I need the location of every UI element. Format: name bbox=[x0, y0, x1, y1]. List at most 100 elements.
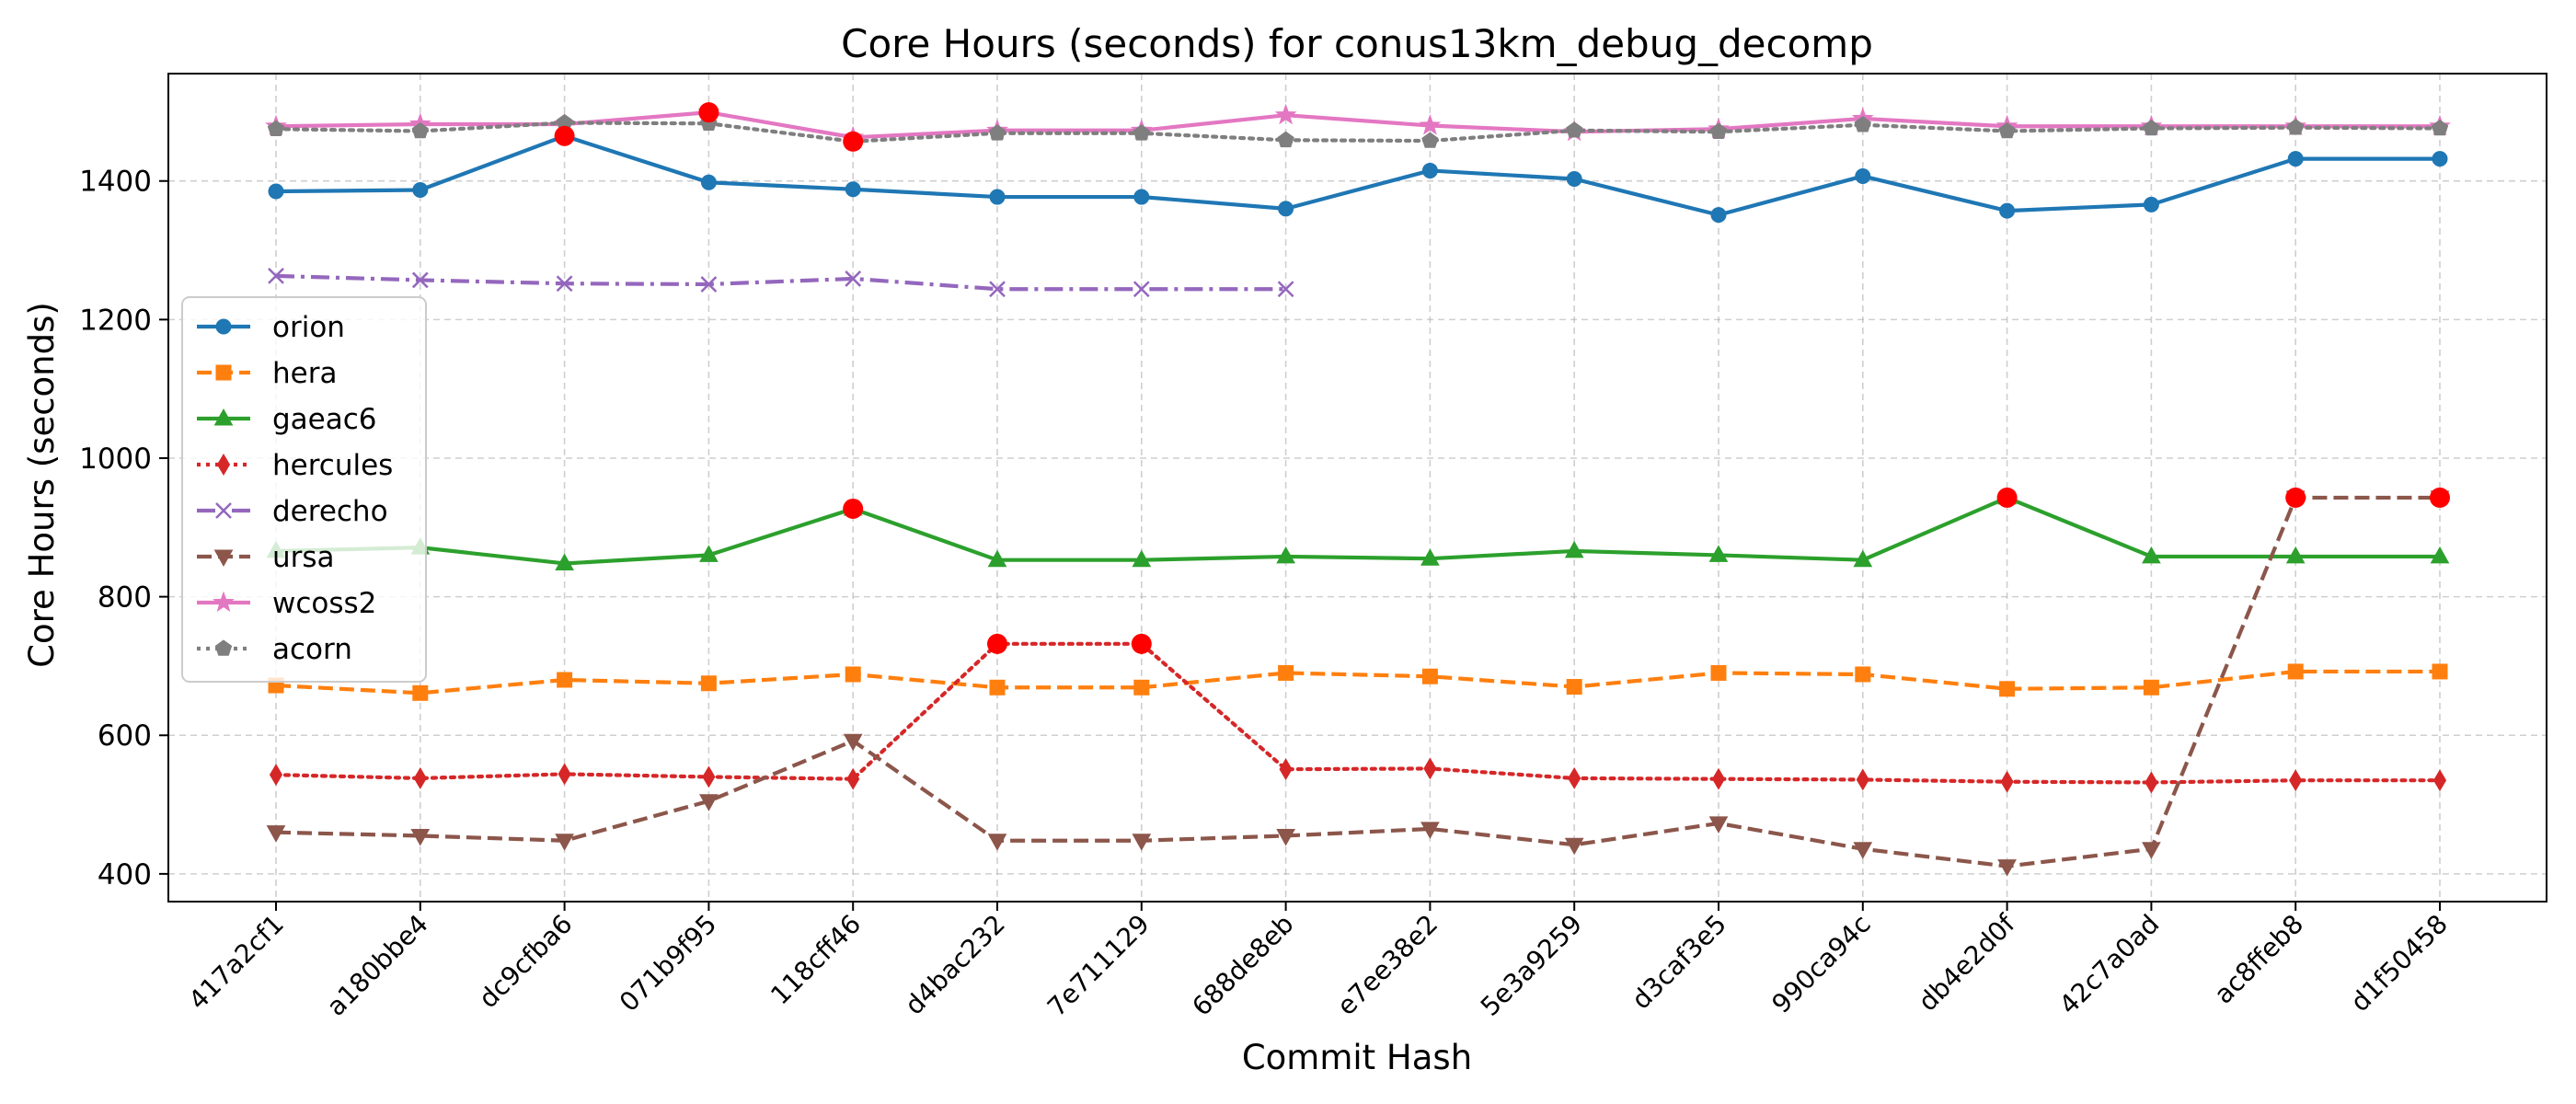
data-point-hercules bbox=[1279, 758, 1293, 781]
plot-frame bbox=[167, 73, 2547, 903]
data-point-hercules bbox=[2289, 769, 2303, 792]
highlighted-point bbox=[2285, 487, 2306, 508]
series-line-orion bbox=[275, 133, 2440, 217]
data-point-hercules bbox=[413, 766, 427, 789]
data-point-ursa bbox=[2142, 842, 2161, 859]
data-point-derecho bbox=[1133, 281, 1150, 298]
data-point-hera bbox=[1566, 679, 1582, 696]
series-line-hercules bbox=[273, 641, 2443, 785]
data-point-hera bbox=[1278, 664, 1294, 681]
data-point-orion bbox=[1999, 202, 2016, 219]
data-point-hercules bbox=[846, 767, 860, 790]
series-derecho bbox=[268, 268, 1294, 298]
data-point-hercules bbox=[1711, 767, 1726, 790]
highlighted-points bbox=[554, 102, 2450, 654]
y-tick-label: 800 bbox=[98, 581, 152, 615]
data-point-orion bbox=[1133, 189, 1150, 205]
data-point-hercules bbox=[2000, 770, 2014, 793]
data-point-hercules bbox=[269, 764, 283, 787]
data-point-gaeac6 bbox=[1564, 540, 1584, 558]
data-point-hercules bbox=[1568, 766, 1581, 789]
data-point-ursa bbox=[987, 834, 1007, 851]
data-point-ursa bbox=[555, 834, 574, 851]
highlighted-point bbox=[1996, 487, 2018, 508]
legend-marker-derecho bbox=[215, 502, 232, 519]
legend-marker-orion bbox=[215, 318, 232, 335]
data-point-ursa bbox=[1997, 859, 2017, 877]
data-point-derecho bbox=[1277, 281, 1294, 298]
highlighted-point bbox=[1131, 633, 1152, 654]
data-point-ursa bbox=[699, 794, 719, 811]
legend-box bbox=[181, 296, 427, 683]
data-point-orion bbox=[2287, 151, 2304, 167]
y-axis-label: Core Hours (seconds) bbox=[22, 302, 62, 668]
y-tick-label: 1000 bbox=[79, 443, 152, 476]
data-point-ursa bbox=[1420, 822, 1440, 839]
legend-marker-acorn bbox=[214, 639, 233, 656]
data-point-ursa bbox=[843, 733, 863, 752]
highlighted-point bbox=[843, 498, 864, 519]
data-point-hera bbox=[412, 684, 429, 701]
data-point-gaeac6 bbox=[1853, 549, 1873, 568]
legend-label-wcoss2: wcoss2 bbox=[272, 587, 376, 620]
data-point-acorn bbox=[2431, 119, 2449, 136]
chart-title: Core Hours (seconds) for conus13km_debug… bbox=[841, 21, 1873, 66]
data-point-acorn bbox=[1421, 132, 1439, 148]
legend-label-orion: orion bbox=[272, 311, 345, 344]
y-tick-label: 400 bbox=[98, 858, 152, 891]
data-point-orion bbox=[412, 182, 429, 199]
data-point-gaeac6 bbox=[555, 553, 574, 570]
data-point-ursa bbox=[410, 828, 431, 846]
series-line-wcoss2 bbox=[275, 110, 2440, 140]
data-point-gaeac6 bbox=[2285, 546, 2306, 564]
series-ursa bbox=[266, 490, 2450, 877]
data-point-derecho bbox=[989, 281, 1006, 298]
data-point-acorn bbox=[267, 120, 285, 136]
data-point-derecho bbox=[556, 275, 573, 293]
data-point-hera bbox=[1710, 664, 1727, 681]
data-point-gaeac6 bbox=[2142, 546, 2161, 564]
data-point-gaeac6 bbox=[987, 549, 1007, 568]
data-point-acorn bbox=[411, 121, 429, 139]
y-tick-label: 1200 bbox=[79, 304, 152, 337]
data-point-orion bbox=[1278, 201, 1294, 217]
data-point-orion bbox=[2432, 151, 2448, 167]
data-point-orion bbox=[845, 181, 861, 198]
data-point-hera bbox=[1133, 679, 1150, 696]
legend-marker-gaeac6 bbox=[213, 408, 234, 426]
data-point-orion bbox=[1421, 162, 1438, 178]
data-point-hercules bbox=[702, 765, 716, 788]
data-point-gaeac6 bbox=[699, 545, 719, 562]
series-line-derecho bbox=[275, 273, 1286, 292]
data-point-orion bbox=[2143, 196, 2159, 213]
legend-marker-ursa bbox=[213, 549, 234, 568]
x-axis-label: Commit Hash bbox=[1242, 1038, 1472, 1077]
legend-label-ursa: ursa bbox=[272, 541, 335, 574]
data-point-derecho bbox=[268, 268, 284, 284]
data-point-hera bbox=[2432, 663, 2448, 680]
data-point-ursa bbox=[1564, 837, 1584, 856]
data-point-hera bbox=[2143, 679, 2159, 696]
legend-label-hera: hera bbox=[272, 357, 337, 390]
data-point-ursa bbox=[266, 825, 286, 843]
data-point-wcoss2 bbox=[1419, 114, 1442, 135]
data-point-derecho bbox=[700, 276, 718, 293]
series-line-gaeac6 bbox=[275, 495, 2440, 566]
data-point-gaeac6 bbox=[1708, 545, 1729, 562]
data-point-hera bbox=[700, 675, 717, 692]
legend: orion hera gaeac6 hercules derecho ursa wcoss2… bbox=[181, 296, 427, 683]
data-point-acorn bbox=[1709, 122, 1728, 139]
data-point-gaeac6 bbox=[2430, 546, 2450, 564]
data-point-acorn bbox=[1998, 121, 2016, 139]
data-point-acorn bbox=[988, 124, 1006, 141]
data-point-ursa bbox=[1132, 834, 1152, 851]
data-point-hercules bbox=[1423, 757, 1437, 780]
data-point-hera bbox=[1421, 668, 1438, 684]
data-point-acorn bbox=[1854, 116, 1871, 132]
series-hera bbox=[268, 663, 2448, 701]
data-point-derecho bbox=[411, 271, 429, 289]
legend-marker-wcoss2 bbox=[213, 591, 235, 613]
data-point-orion bbox=[1710, 207, 1727, 224]
data-point-hera bbox=[2287, 663, 2304, 680]
